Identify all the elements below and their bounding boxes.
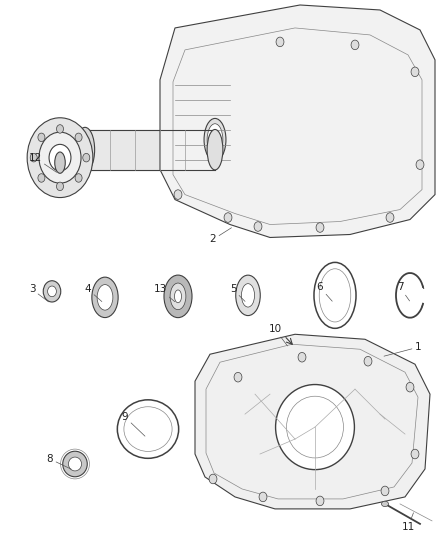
Circle shape xyxy=(316,223,324,232)
Text: 3: 3 xyxy=(28,285,49,302)
Ellipse shape xyxy=(236,275,260,316)
Circle shape xyxy=(351,40,359,50)
Circle shape xyxy=(209,474,217,484)
Ellipse shape xyxy=(80,137,90,163)
Text: 10: 10 xyxy=(268,324,287,346)
Text: 2: 2 xyxy=(210,228,232,245)
Circle shape xyxy=(39,132,81,183)
Circle shape xyxy=(316,496,324,506)
Ellipse shape xyxy=(170,283,186,310)
Circle shape xyxy=(43,281,61,302)
Ellipse shape xyxy=(68,457,81,471)
Circle shape xyxy=(174,190,182,199)
Circle shape xyxy=(27,118,93,198)
Ellipse shape xyxy=(204,118,226,161)
Text: 7: 7 xyxy=(397,282,410,301)
Text: 4: 4 xyxy=(85,285,102,302)
Circle shape xyxy=(49,144,71,171)
Ellipse shape xyxy=(55,152,65,173)
Circle shape xyxy=(259,492,267,502)
Circle shape xyxy=(30,154,37,162)
Circle shape xyxy=(83,154,90,162)
Circle shape xyxy=(298,352,306,362)
Ellipse shape xyxy=(164,275,192,318)
Ellipse shape xyxy=(207,130,223,170)
Ellipse shape xyxy=(75,127,95,172)
Circle shape xyxy=(411,449,419,459)
Ellipse shape xyxy=(63,451,87,477)
Circle shape xyxy=(57,125,64,133)
Circle shape xyxy=(38,174,45,182)
Text: 5: 5 xyxy=(230,285,245,301)
Ellipse shape xyxy=(174,290,181,303)
Text: 9: 9 xyxy=(122,412,145,436)
Circle shape xyxy=(411,67,419,77)
Polygon shape xyxy=(160,5,435,238)
Circle shape xyxy=(75,174,82,182)
Ellipse shape xyxy=(97,285,113,310)
Circle shape xyxy=(75,133,82,142)
Circle shape xyxy=(364,357,372,366)
Circle shape xyxy=(416,160,424,169)
Text: 12: 12 xyxy=(28,152,57,172)
Polygon shape xyxy=(195,334,430,509)
Ellipse shape xyxy=(276,384,354,470)
Circle shape xyxy=(48,286,57,297)
Text: 1: 1 xyxy=(384,342,421,356)
Circle shape xyxy=(381,486,389,496)
Ellipse shape xyxy=(92,277,118,318)
Circle shape xyxy=(386,213,394,222)
Ellipse shape xyxy=(381,501,389,506)
Circle shape xyxy=(38,133,45,142)
Circle shape xyxy=(276,37,284,47)
Ellipse shape xyxy=(207,124,223,156)
Text: 11: 11 xyxy=(401,513,415,532)
Text: 13: 13 xyxy=(153,285,175,302)
Text: 8: 8 xyxy=(47,454,71,469)
Circle shape xyxy=(234,373,242,382)
Circle shape xyxy=(224,213,232,222)
Circle shape xyxy=(406,382,414,392)
Circle shape xyxy=(254,222,262,231)
Circle shape xyxy=(57,182,64,191)
Ellipse shape xyxy=(241,284,254,307)
Text: 6: 6 xyxy=(317,282,332,301)
